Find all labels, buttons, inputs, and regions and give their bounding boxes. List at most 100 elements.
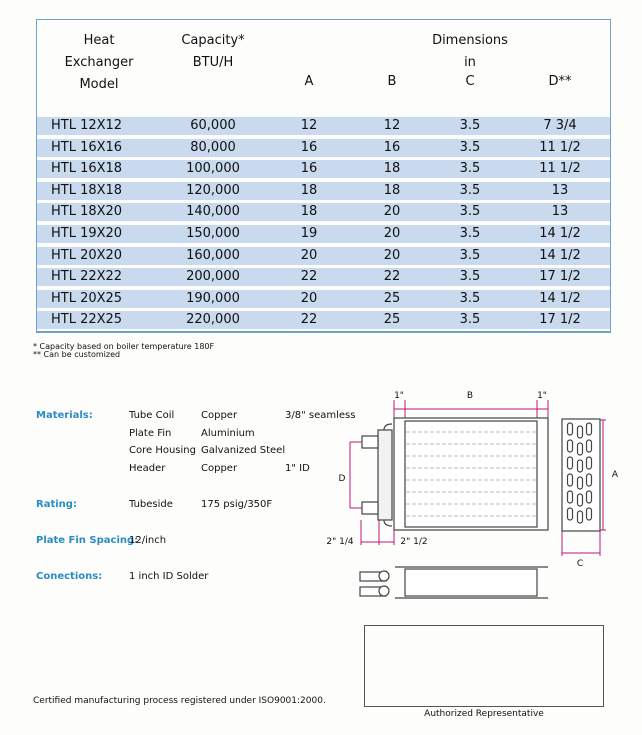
cell-model: HTL 20X25 [51,290,123,306]
cell-dim-c: 3.5 [459,247,481,263]
footnote-capacity: * Capacity based on boiler temperature 1… [33,342,215,351]
header-line: BTU/H [192,55,234,70]
fin-slot [585,456,593,470]
cell-capacity: 220,000 [186,312,240,328]
cell-dim-d: 13 [551,204,569,220]
cell-model: HTL 22X25 [51,312,123,328]
cell-dim-d: 14 1/2 [539,226,581,241]
cell-dim-a: 20 [300,290,318,306]
material-material: Galvanized Steel [201,445,286,456]
fin-slot [566,439,574,453]
table-row: HTL 18X20 140,000 18 20 3.5 13 [37,203,610,222]
fin-slot [585,422,593,436]
header-c: C [465,74,475,89]
cell-dim-b: 12 [383,118,401,133]
table-row: HTL 19X20 150,000 19 20 3.5 14 1/2 [37,225,610,243]
cell-capacity: 140,000 [186,204,240,220]
fin-slot [576,510,584,524]
cell-dim-a: 22 [300,312,318,328]
cell-dim-c: 3.5 [459,204,481,220]
cell-capacity: 120,000 [186,182,240,198]
fin-spacing-value: 12/inch [129,535,167,546]
cell-model: HTL 19X20 [51,226,123,241]
fin-slot [576,425,584,439]
specs-table: Heat Exchanger Model Capacity* BTU/H Dim… [36,19,611,333]
cell-dim-b: 16 [383,139,401,155]
dim-header2-label: 2" 1/2 [400,537,427,547]
dim-a-label: A [612,470,619,480]
connections-value: 1 inch ID Solder [129,571,209,582]
cell-dim-d: 14 1/2 [539,247,581,263]
material-material: Aluminium [201,427,255,439]
fin-slot [576,476,584,490]
fin-slot [566,473,574,487]
fin-spacing-label: Plate Fin Spacing: [36,535,139,546]
fin-slot [585,473,593,487]
cell-model: HTL 16X18 [51,161,123,177]
cell-dim-d: 13 [551,182,569,198]
cell-capacity: 100,000 [186,161,240,177]
footnote-custom: ** Can be customized [33,350,121,359]
cell-model: HTL 18X18 [51,182,123,198]
cell-capacity: 190,000 [186,290,240,306]
header-dimensions: Dimensions in [420,30,520,74]
fin-slot [585,490,593,504]
cell-capacity: 150,000 [186,226,240,241]
fin-slot [576,493,584,507]
cell-dim-b: 18 [383,182,401,198]
cell-dim-a: 16 [300,161,318,177]
material-part: Plate Fin [129,427,172,439]
cell-dim-d: 11 1/2 [539,139,581,155]
cell-dim-d: 17 1/2 [539,269,581,285]
rating-type: Tubeside [129,499,173,510]
cell-dim-a: 20 [300,247,318,263]
dim-header-label: 2" 1/4 [326,537,353,547]
cell-capacity: 60,000 [190,118,236,133]
cell-dim-b: 20 [383,204,401,220]
cell-dim-c: 3.5 [459,312,481,328]
cell-dim-d: 7 3/4 [543,118,577,133]
cell-dim-c: 3.5 [459,226,481,241]
rating-value: 175 psig/350F [201,499,273,510]
header-line: Dimensions [432,33,508,48]
cell-dim-b: 22 [383,269,401,285]
header-model: Heat Exchanger Model [49,30,149,96]
table-row: HTL 16X16 80,000 16 16 3.5 11 1/2 [37,138,610,157]
signature-box [364,625,604,707]
front-view [361,417,549,531]
rating-label: Rating: [36,499,77,510]
material-part: Core Housing [129,445,196,456]
dim-left-label: 1" [394,391,404,401]
dimension-lines [349,400,606,556]
cell-model: HTL 12X12 [51,118,123,133]
fin-slot [576,442,584,456]
table-row: HTL 16X18 100,000 16 18 3.5 11 1/2 [37,160,610,179]
material-material: Copper [201,462,238,474]
cell-dim-d: 17 1/2 [539,312,581,328]
side-view [561,418,601,532]
fin-slot [585,507,593,521]
cell-dim-c: 3.5 [459,269,481,285]
signature-label: Authorized Representative [424,709,544,719]
fin-slot [566,456,574,470]
bottom-view [359,566,548,599]
cell-dim-a: 18 [300,204,318,220]
certification-text: Certified manufacturing process register… [33,696,326,706]
fin-slot [566,422,574,436]
cell-model: HTL 22X22 [51,269,123,285]
connections-label: Conections: [36,571,103,582]
cell-dim-b: 25 [383,312,401,328]
table-row: HTL 22X22 200,000 22 22 3.5 17 1/2 [37,268,610,287]
dim-d-label: D [339,474,346,484]
header-line: Heat [83,33,115,48]
table-row: HTL 12X12 60,000 12 12 3.5 7 3/4 [37,117,610,135]
cell-capacity: 80,000 [190,139,236,155]
dim-right-label: 1" [537,391,547,401]
fin-lines [406,431,536,517]
header-line: Exchanger [64,55,134,70]
material-part: Header [129,462,166,474]
table-row: HTL 22X25 220,000 22 25 3.5 17 1/2 [37,311,610,330]
header-line: Model [79,77,119,92]
